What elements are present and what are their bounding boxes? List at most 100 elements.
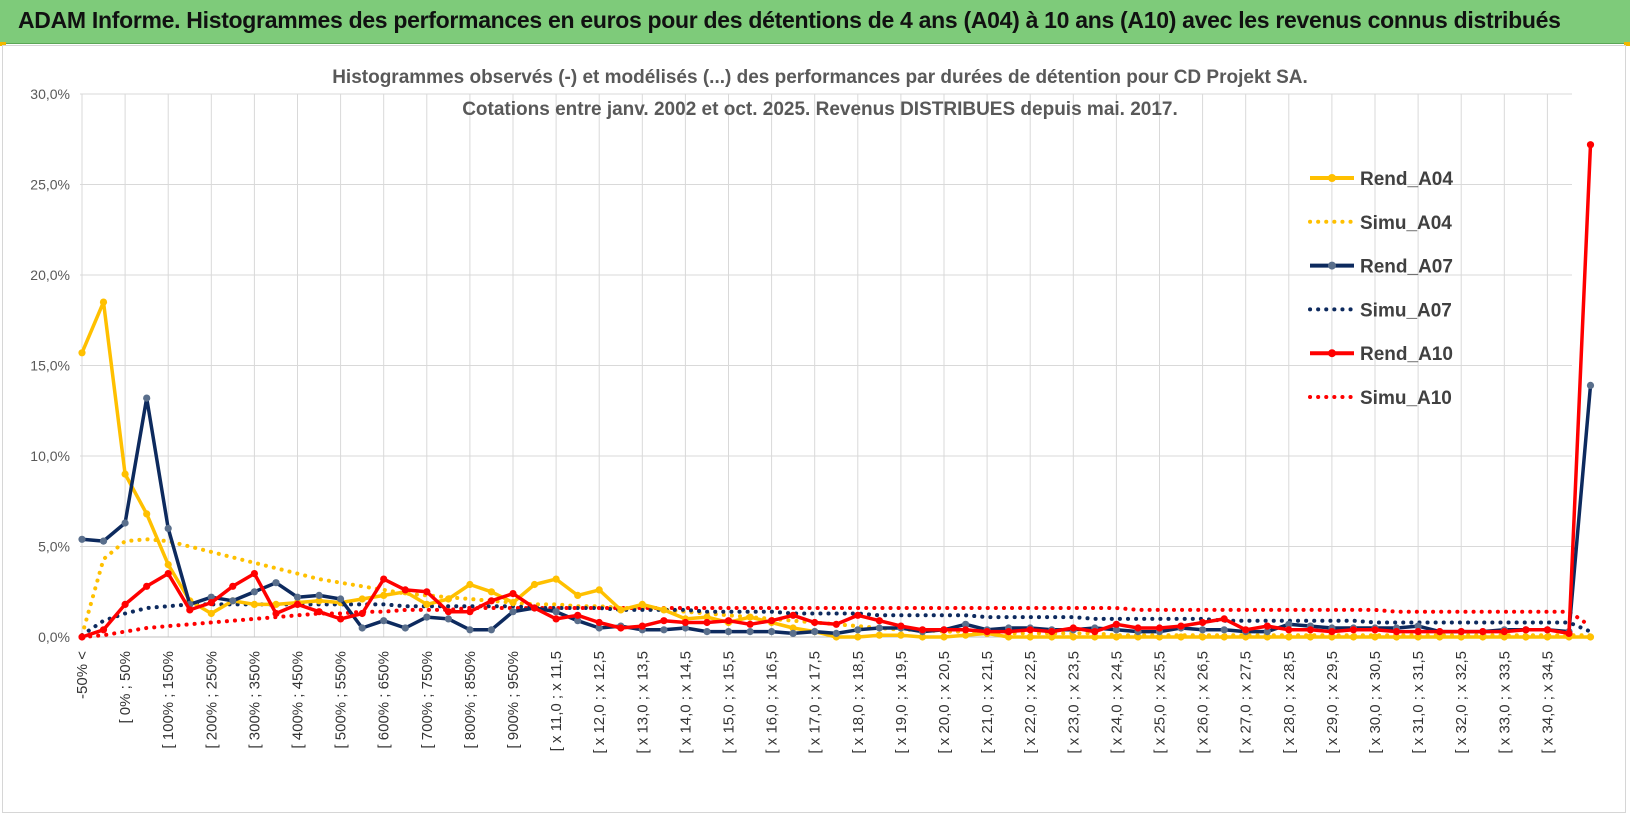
x-tick-label: [ x 31,0 ; x 31,5 [1410, 651, 1427, 754]
x-tick-label: [ x 27,0 ; x 27,5 [1238, 651, 1255, 754]
data-point [186, 606, 194, 614]
data-point [1242, 626, 1250, 634]
data-point [962, 620, 970, 628]
data-point [1220, 615, 1228, 623]
data-point [1091, 628, 1099, 636]
data-point [1457, 628, 1465, 636]
data-point [423, 613, 431, 621]
legend-label: Rend_A07 [1360, 257, 1453, 278]
data-point [1565, 629, 1573, 638]
data-point [574, 617, 582, 625]
data-point [595, 586, 603, 594]
y-tick-label: 30,0% [30, 86, 70, 102]
data-point [509, 599, 517, 607]
data-point [509, 608, 517, 616]
x-tick-label: [ x 14,0 ; x 14,5 [677, 651, 694, 754]
data-point [811, 628, 819, 636]
data-point [1220, 633, 1228, 641]
data-point [401, 624, 409, 632]
data-point [401, 586, 409, 594]
data-point [1285, 633, 1293, 641]
data-point [530, 604, 539, 612]
data-point [466, 580, 474, 589]
data-point [1586, 633, 1595, 641]
data-point [1242, 633, 1250, 641]
y-axis: 0,0% 5,0% 10,0% 15,0% 20,0% 25,0% 30,0% [30, 86, 70, 645]
data-point [250, 600, 258, 609]
legend: Rend_A04 Simu_A04 Rend_A07 Simu_A07 Rend_A10… [1308, 169, 1453, 409]
x-tick-label: [ x 21,0 ; x 21,5 [979, 651, 996, 754]
data-point [1543, 633, 1551, 641]
data-point [164, 524, 172, 533]
data-point [121, 600, 129, 609]
corner-mark-left [0, 42, 6, 46]
data-point [1500, 633, 1508, 641]
x-tick-label: -50% < [74, 651, 91, 699]
data-point [703, 628, 711, 636]
data-point [164, 570, 172, 578]
data-point [99, 537, 108, 545]
data-point [1414, 633, 1422, 641]
data-point [1069, 633, 1077, 641]
data-point [1414, 628, 1422, 636]
legend-item-rend-a07: Rend_A07 [1310, 257, 1453, 278]
data-point [552, 575, 560, 583]
data-point [229, 582, 237, 590]
data-point [143, 394, 151, 402]
data-point [380, 617, 388, 625]
data-point [875, 631, 884, 639]
data-point [940, 626, 948, 634]
data-point [1177, 622, 1185, 630]
data-point [1285, 626, 1293, 634]
x-axis: -50% < [ 0% ; 50% [ 100% ; 150% [ 200% ; 25… [74, 651, 1556, 754]
y-tick-label: 10,0% [30, 448, 70, 464]
x-tick-label: [ 700% ; 750% [419, 651, 436, 749]
data-point [1457, 633, 1465, 641]
legend-marker [1328, 349, 1336, 358]
data-point [1522, 633, 1530, 641]
legend-label: Simu_A07 [1360, 300, 1452, 321]
series-simu-a07 [80, 602, 1593, 638]
data-point [811, 618, 819, 627]
data-point [1349, 633, 1358, 641]
y-tick-label: 15,0% [30, 358, 70, 374]
data-point [1263, 628, 1271, 636]
series-rend-a10 [78, 141, 1595, 641]
data-point [293, 600, 302, 609]
data-point [1436, 628, 1444, 636]
data-point [315, 608, 323, 616]
data-point [1005, 628, 1013, 636]
x-tick-label: [ x 30,0 ; x 30,5 [1367, 651, 1384, 754]
data-point [789, 624, 797, 632]
data-point [315, 591, 323, 600]
data-point [1479, 633, 1487, 641]
legend-marker [1328, 261, 1336, 270]
data-point [1026, 633, 1034, 641]
data-point [444, 608, 452, 616]
data-point [530, 580, 539, 589]
data-point [660, 606, 668, 614]
x-tick-label: [ 800% ; 850% [462, 651, 479, 749]
data-point [1112, 633, 1120, 641]
data-point [1134, 633, 1142, 641]
data-point [875, 617, 884, 625]
data-point [164, 561, 172, 569]
data-point [1112, 626, 1120, 634]
data-point [574, 611, 582, 619]
data-point [99, 298, 108, 306]
data-point [962, 631, 970, 639]
title-banner: ADAM Informe. Histogrammes des performan… [0, 0, 1630, 44]
data-point [207, 609, 215, 618]
x-tick-label: [ 300% ; 350% [246, 651, 263, 749]
y-tick-label: 20,0% [30, 267, 70, 283]
legend-item-rend-a10: Rend_A10 [1310, 344, 1453, 365]
data-point [272, 600, 280, 609]
data-point [617, 606, 625, 614]
data-point [337, 595, 345, 603]
data-point [1263, 633, 1271, 641]
legend-item-rend-a04: Rend_A04 [1310, 169, 1453, 190]
data-point [293, 593, 302, 601]
data-point [1134, 624, 1142, 632]
data-point [78, 535, 86, 543]
data-point [466, 608, 474, 616]
